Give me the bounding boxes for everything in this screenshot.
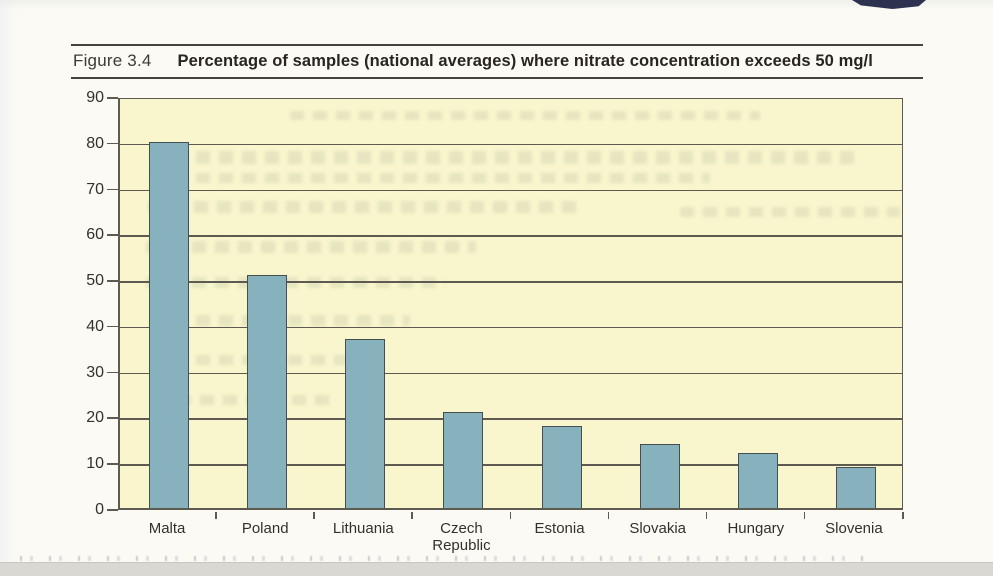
- y-axis-tick-30: [107, 371, 118, 374]
- gridline-40: [120, 326, 902, 329]
- x-axis-tick: [509, 512, 511, 519]
- x-axis-label-poland: Poland: [241, 520, 289, 537]
- x-axis-ticks: [118, 512, 904, 520]
- cut-off-text-line: [20, 556, 865, 561]
- y-axis-tick-70: [107, 188, 118, 191]
- x-axis-label-lithuania: Lithuania: [332, 520, 394, 537]
- y-axis-label-20: 20: [86, 409, 104, 427]
- x-axis-tick: [313, 512, 315, 519]
- gridline-60: [120, 235, 902, 237]
- gridline-30: [120, 372, 902, 375]
- y-axis-label-70: 70: [86, 180, 104, 198]
- y-axis-label-60: 60: [86, 226, 104, 244]
- x-axis-tick: [803, 512, 806, 519]
- scan-edge-strip: [0, 562, 993, 576]
- y-axis-tick-20: [107, 417, 118, 419]
- book-cover-corner: [852, 0, 926, 9]
- y-axis-tick-10: [107, 463, 118, 465]
- figure-title: Percentage of samples (national averages…: [177, 52, 873, 70]
- bleedthrough-smudge: [150, 151, 860, 164]
- y-axis-label-50: 50: [86, 272, 104, 290]
- x-axis-tick: [607, 512, 610, 519]
- bar-malta: [149, 141, 190, 508]
- y-axis-labels: 0 10 20 30 40 50 60 70 80 90: [58, 89, 104, 518]
- bleedthrough-smudge: [154, 395, 334, 405]
- x-axis-label-slovakia: Slovakia: [629, 520, 687, 537]
- y-axis-label-0: 0: [95, 501, 104, 518]
- bar-lithuania: [345, 338, 386, 508]
- bar-hungary: [737, 453, 778, 508]
- bleedthrough-smudge: [290, 111, 760, 120]
- x-axis-tick: [215, 512, 217, 519]
- y-axis-label-30: 30: [86, 363, 104, 381]
- x-axis-tick: [705, 512, 708, 519]
- gridline-50: [120, 281, 902, 283]
- y-axis-tick-60: [107, 234, 118, 236]
- x-axis-tick: [902, 512, 904, 519]
- figure-header: Figure 3.4 Percentage of samples (nation…: [71, 44, 923, 79]
- y-axis-tick-80: [107, 142, 118, 145]
- y-axis-tick-0: [107, 509, 118, 511]
- y-axis-tick-40: [107, 325, 118, 328]
- y-axis-label-80: 80: [86, 134, 104, 152]
- y-axis-tick-50: [107, 280, 118, 282]
- bar-slovakia: [639, 443, 680, 508]
- y-axis-label-10: 10: [86, 455, 104, 473]
- bar-czech-republic: [443, 411, 484, 508]
- bleedthrough-smudge: [150, 173, 710, 183]
- y-axis-label-40: 40: [86, 317, 104, 335]
- y-axis-ticks: [107, 97, 118, 511]
- gridline-80: [120, 143, 902, 146]
- bleedthrough-smudge: [146, 241, 476, 253]
- x-axis-label-estonia: Estonia: [534, 520, 585, 537]
- y-axis-tick-90: [107, 97, 118, 99]
- bleedthrough-smudge: [680, 207, 900, 217]
- x-axis-tick: [411, 512, 413, 519]
- x-axis-label-slovenia: Slovenia: [825, 520, 883, 537]
- bleedthrough-smudge: [148, 201, 578, 213]
- gridline-10: [120, 464, 902, 466]
- bar-chart-plot-area: [118, 98, 903, 510]
- bar-slovenia: [835, 466, 876, 508]
- gridline-20: [120, 418, 902, 420]
- bar-poland: [247, 274, 288, 508]
- x-axis-label-hungary: Hungary: [727, 520, 785, 537]
- x-axis-label-malta: Malta: [148, 520, 186, 537]
- figure-number-label: Figure 3.4: [73, 51, 152, 70]
- y-axis-label-90: 90: [86, 89, 104, 106]
- gridline-70: [120, 189, 902, 192]
- bar-estonia: [541, 425, 582, 508]
- x-axis-label-czech-republic: Czech Republic: [432, 520, 491, 554]
